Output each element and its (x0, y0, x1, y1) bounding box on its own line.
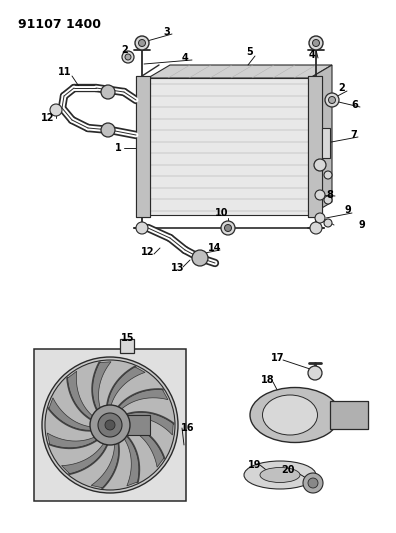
Ellipse shape (250, 387, 340, 442)
Text: 17: 17 (271, 353, 285, 363)
Text: 16: 16 (181, 423, 195, 433)
Polygon shape (49, 398, 92, 430)
Circle shape (192, 250, 208, 266)
Polygon shape (128, 425, 164, 467)
Circle shape (325, 93, 339, 107)
Circle shape (125, 54, 131, 60)
Polygon shape (310, 65, 332, 215)
Text: 11: 11 (58, 67, 72, 77)
Circle shape (42, 357, 178, 493)
Circle shape (308, 478, 318, 488)
Polygon shape (126, 413, 173, 435)
Circle shape (310, 222, 322, 234)
Circle shape (101, 85, 115, 99)
Text: 8: 8 (327, 190, 333, 200)
Circle shape (315, 213, 325, 223)
Circle shape (324, 219, 332, 227)
Polygon shape (47, 433, 98, 448)
Text: 5: 5 (247, 47, 253, 57)
Text: 19: 19 (248, 460, 262, 470)
Circle shape (136, 222, 148, 234)
Text: 2: 2 (122, 45, 128, 55)
Bar (120, 339, 134, 353)
Text: 18: 18 (261, 375, 275, 385)
Circle shape (308, 366, 322, 380)
Polygon shape (308, 76, 322, 217)
Ellipse shape (244, 461, 316, 489)
Circle shape (314, 159, 326, 171)
Circle shape (101, 123, 115, 137)
Text: 14: 14 (208, 243, 222, 253)
Circle shape (221, 221, 235, 235)
Circle shape (309, 36, 323, 50)
Text: 9: 9 (345, 205, 351, 215)
Circle shape (329, 96, 335, 103)
Polygon shape (124, 435, 139, 486)
Polygon shape (61, 442, 107, 474)
Text: 7: 7 (350, 130, 357, 140)
Text: 6: 6 (352, 100, 358, 110)
Circle shape (324, 196, 332, 204)
Circle shape (50, 104, 62, 116)
Circle shape (324, 171, 332, 179)
Circle shape (315, 190, 325, 200)
Text: 4: 4 (182, 53, 188, 63)
Polygon shape (136, 76, 150, 217)
Text: 4: 4 (308, 50, 315, 60)
Ellipse shape (260, 467, 300, 482)
Text: 12: 12 (141, 247, 155, 257)
Text: 12: 12 (41, 113, 55, 123)
Polygon shape (118, 390, 168, 410)
Circle shape (90, 405, 130, 445)
Bar (122, 415, 150, 435)
Circle shape (98, 413, 122, 437)
Text: 15: 15 (121, 333, 135, 343)
Text: 20: 20 (281, 465, 295, 475)
Polygon shape (93, 362, 111, 411)
Circle shape (139, 39, 145, 46)
Text: 91107 1400: 91107 1400 (18, 18, 101, 31)
Text: 9: 9 (359, 220, 366, 230)
Polygon shape (322, 128, 330, 158)
Text: 3: 3 (164, 27, 170, 37)
Polygon shape (148, 65, 332, 78)
Circle shape (312, 39, 320, 46)
Ellipse shape (263, 395, 318, 435)
Text: 2: 2 (339, 83, 345, 93)
Circle shape (105, 420, 115, 430)
Circle shape (135, 36, 149, 50)
Circle shape (45, 360, 175, 490)
Polygon shape (68, 372, 93, 420)
Bar (330, 401, 368, 429)
Polygon shape (91, 442, 118, 488)
Polygon shape (107, 367, 145, 407)
Text: 13: 13 (171, 263, 185, 273)
Circle shape (225, 224, 232, 231)
Bar (34, 349, 186, 501)
Text: 1: 1 (114, 143, 122, 153)
Circle shape (303, 473, 323, 493)
Text: 10: 10 (215, 208, 229, 218)
Circle shape (122, 51, 134, 63)
Polygon shape (148, 78, 310, 215)
